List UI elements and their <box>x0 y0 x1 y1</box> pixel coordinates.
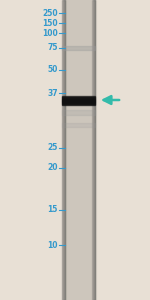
Text: 15: 15 <box>48 206 58 214</box>
Text: 150: 150 <box>42 19 58 28</box>
Text: 50: 50 <box>48 65 58 74</box>
Bar <box>62 46 95 50</box>
Bar <box>94 0 95 300</box>
Text: 250: 250 <box>42 8 58 17</box>
Bar <box>95 0 96 300</box>
Bar <box>62 96 95 97</box>
Text: 75: 75 <box>48 44 58 52</box>
Bar <box>64 0 65 300</box>
Bar <box>62 0 95 300</box>
Text: 100: 100 <box>42 28 58 38</box>
Bar <box>62 103 95 104</box>
Bar <box>62 97 95 98</box>
Text: 10: 10 <box>48 241 58 250</box>
Bar <box>93 0 95 300</box>
Bar <box>62 101 95 102</box>
Bar <box>62 98 95 99</box>
Text: 37: 37 <box>47 88 58 98</box>
Text: 20: 20 <box>48 164 58 172</box>
Text: 25: 25 <box>48 143 58 152</box>
Bar <box>62 110 95 115</box>
Bar <box>62 100 95 101</box>
Bar <box>65 0 66 300</box>
Bar <box>62 104 95 105</box>
Bar <box>62 102 95 103</box>
Bar <box>92 0 95 300</box>
Bar <box>62 123 95 127</box>
Bar <box>63 0 65 300</box>
Bar <box>62 99 95 100</box>
Bar <box>62 0 65 300</box>
